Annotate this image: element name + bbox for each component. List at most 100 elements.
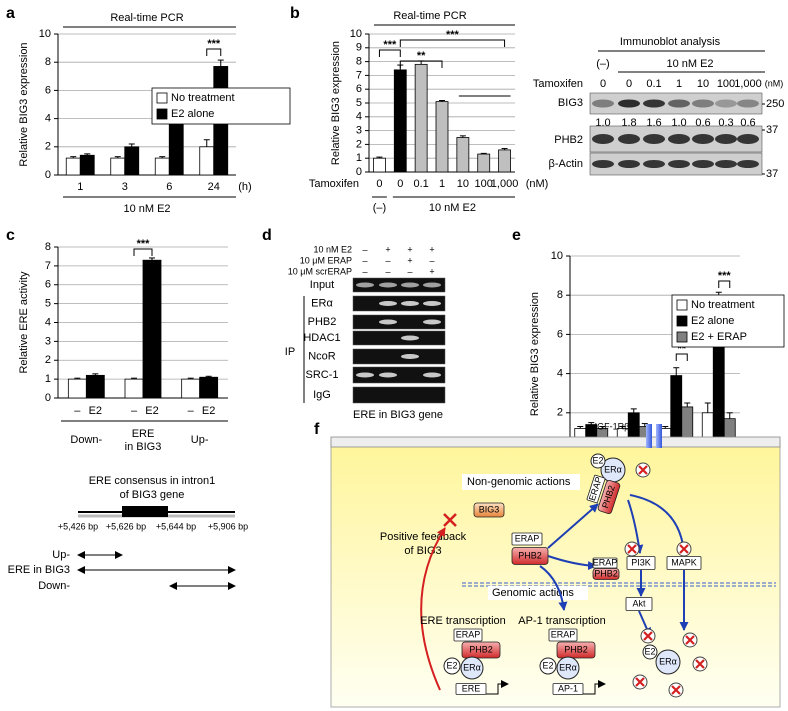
error-bar bbox=[588, 422, 595, 425]
error-bar bbox=[74, 377, 81, 380]
ere-box bbox=[122, 506, 168, 517]
x-tick-label: 3 bbox=[122, 181, 128, 193]
node-shape bbox=[626, 556, 656, 570]
node-shape bbox=[597, 480, 621, 514]
error-bar bbox=[92, 373, 99, 376]
node-label: PHB2 bbox=[469, 644, 493, 654]
significance-bracket bbox=[133, 248, 153, 256]
panel-label: b bbox=[290, 5, 300, 22]
treatment-sign: + bbox=[407, 255, 412, 265]
treatment-sign: – bbox=[385, 255, 390, 265]
x-group-label: (–) bbox=[373, 202, 386, 214]
region-label: ERE in BIG3 bbox=[8, 564, 70, 576]
group-label: Up- bbox=[191, 434, 209, 446]
error-bar bbox=[149, 257, 155, 261]
group-label: in BIG3 bbox=[125, 441, 162, 453]
group-label: Down- bbox=[70, 434, 102, 446]
bar bbox=[199, 376, 219, 399]
bar bbox=[124, 146, 140, 176]
x-group-label: 10 nM E2 bbox=[123, 203, 170, 215]
blot-band bbox=[592, 160, 614, 168]
blot-dose: 1 bbox=[676, 78, 682, 90]
legend-box bbox=[151, 87, 291, 125]
feedback-arrow bbox=[420, 527, 446, 691]
gel-strip bbox=[352, 366, 446, 384]
x-tick-label: 0 bbox=[397, 178, 403, 190]
y-tick-label: 6 bbox=[356, 83, 362, 95]
error-bar bbox=[114, 156, 121, 159]
node-label: ERE bbox=[462, 683, 481, 693]
node-shape bbox=[511, 547, 549, 565]
y-tick-label: 6 bbox=[45, 84, 51, 96]
treatment-sign: – bbox=[407, 266, 412, 276]
bar bbox=[79, 154, 95, 176]
bp-label: +5,426 bp bbox=[58, 521, 98, 531]
significance-label: ** bbox=[417, 50, 426, 62]
gel-band bbox=[379, 282, 397, 288]
legend-swatch bbox=[676, 299, 688, 311]
y-tick-label: 8 bbox=[356, 56, 362, 68]
blot-dose: 100 bbox=[717, 78, 735, 90]
gel-band bbox=[356, 282, 374, 288]
inhibition-cross bbox=[643, 631, 653, 641]
node-shape bbox=[460, 656, 484, 680]
legend-swatch bbox=[676, 315, 688, 327]
error-bar bbox=[84, 153, 91, 156]
node-label: E2 bbox=[542, 660, 553, 670]
y-tick-label: 8 bbox=[45, 56, 51, 68]
legend-swatch bbox=[156, 92, 168, 104]
node-label: E2 bbox=[592, 455, 603, 465]
node-label: ERα bbox=[463, 662, 481, 672]
x-tick-label: 1 bbox=[77, 181, 83, 193]
x-group-label: 10 nM E2 bbox=[429, 202, 476, 214]
y-tick-label: 3 bbox=[45, 335, 51, 347]
node-shape bbox=[556, 656, 580, 680]
y-tick-label: 2 bbox=[557, 407, 563, 419]
y-tick-label: 10 bbox=[350, 28, 362, 40]
bar bbox=[67, 378, 87, 399]
error-bar bbox=[159, 156, 166, 159]
error-bar bbox=[501, 148, 508, 150]
significance-label: *** bbox=[207, 38, 221, 50]
blot-unit: (nM) bbox=[765, 78, 784, 88]
node-shape bbox=[473, 502, 505, 518]
label-box bbox=[462, 474, 580, 490]
error-bar bbox=[619, 426, 626, 429]
treatment-sign: + bbox=[385, 244, 390, 254]
node-label: E2 bbox=[446, 660, 457, 670]
x-tick-label: 0.1 bbox=[413, 178, 428, 190]
treatment-label: 10 μM ERAP bbox=[300, 255, 352, 265]
y-tick-label: 1 bbox=[45, 373, 51, 385]
gel-caption: ERE in BIG3 gene bbox=[353, 409, 443, 421]
gel-row-label: SRC-1 bbox=[305, 369, 338, 381]
gel-band bbox=[379, 319, 397, 325]
significance-bracket bbox=[378, 49, 401, 57]
legend-label: No treatment bbox=[171, 92, 235, 104]
y-tick-label: 7 bbox=[45, 260, 51, 272]
inhibition-cross bbox=[443, 513, 457, 527]
bar bbox=[110, 157, 126, 176]
node-label: MAPK bbox=[671, 557, 697, 567]
bp-label: +5,906 bp bbox=[208, 521, 248, 531]
gel-band bbox=[423, 301, 441, 306]
node-shape bbox=[625, 597, 653, 611]
significance-label: *** bbox=[718, 270, 732, 282]
y-tick-label: 8 bbox=[557, 289, 563, 301]
error-bar bbox=[70, 156, 77, 159]
size-marker: 37 bbox=[766, 124, 778, 136]
y-tick-label: 4 bbox=[557, 368, 563, 380]
node-shape bbox=[511, 532, 543, 546]
bar bbox=[435, 101, 449, 173]
node-label: AP-1 transcription bbox=[518, 615, 605, 627]
significance-label: *** bbox=[383, 39, 397, 51]
blot-dose: 0 bbox=[600, 78, 606, 90]
bar bbox=[154, 157, 170, 176]
node-shape bbox=[642, 644, 658, 660]
blot-row-label: PHB2 bbox=[554, 134, 583, 146]
gel-row-label: HDAC1 bbox=[303, 332, 340, 344]
node-label: ERα bbox=[604, 464, 622, 474]
inhibition-cross bbox=[635, 677, 645, 687]
error-bar bbox=[599, 426, 606, 429]
node-shape bbox=[592, 557, 618, 569]
node-shape bbox=[552, 683, 584, 695]
